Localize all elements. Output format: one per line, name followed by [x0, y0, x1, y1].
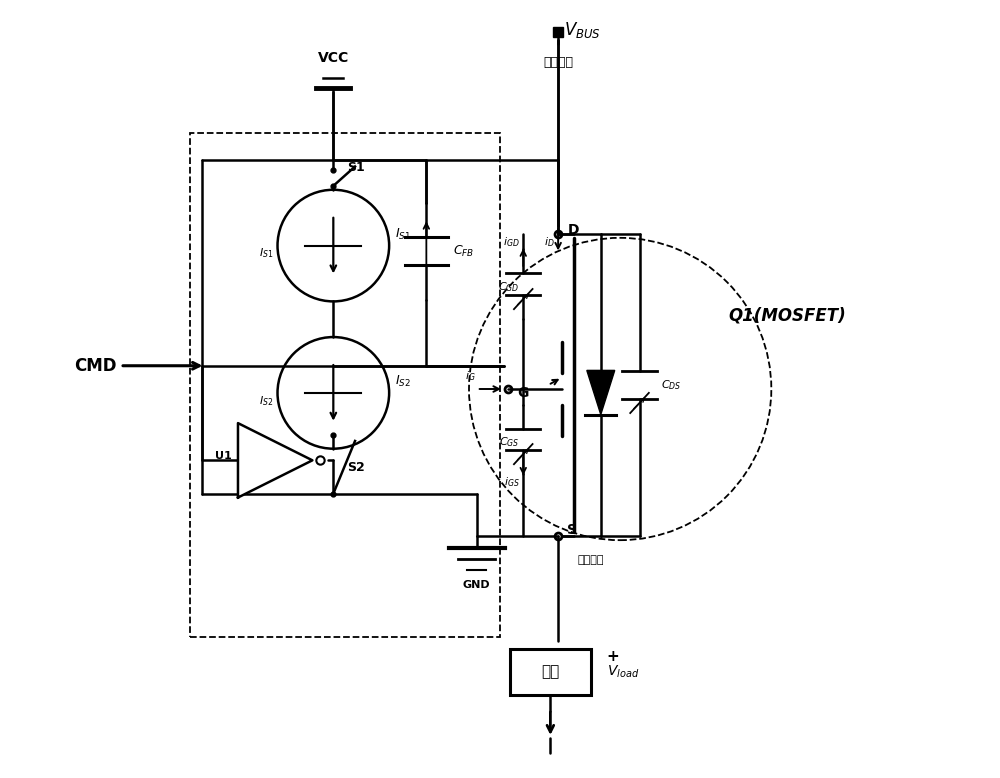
- Text: 功率输出: 功率输出: [578, 555, 604, 565]
- Text: CMD: CMD: [74, 357, 116, 375]
- Text: VCC: VCC: [318, 51, 349, 65]
- Text: Q1(MOSFET): Q1(MOSFET): [728, 307, 846, 324]
- Text: $V_{load}$: $V_{load}$: [607, 664, 639, 680]
- Text: D: D: [567, 223, 579, 237]
- Text: $I_{S1}$: $I_{S1}$: [395, 226, 411, 241]
- Text: $C_{DS}$: $C_{DS}$: [661, 378, 682, 392]
- Text: $i_G$: $i_G$: [465, 369, 476, 383]
- Polygon shape: [238, 423, 312, 498]
- Text: U1: U1: [215, 451, 232, 461]
- Text: $I_{S2}$: $I_{S2}$: [395, 373, 411, 389]
- Bar: [190, 133, 500, 637]
- Text: $i_{GD}$: $i_{GD}$: [503, 235, 519, 249]
- Text: S2: S2: [347, 461, 365, 474]
- Text: S: S: [567, 523, 577, 537]
- Text: $C_{GD}$: $C_{GD}$: [498, 280, 519, 293]
- Text: G: G: [517, 386, 528, 400]
- Text: $i_D$: $i_D$: [544, 235, 554, 249]
- Bar: [510, 649, 591, 696]
- Text: +: +: [607, 649, 619, 664]
- Text: 负载: 负载: [541, 664, 560, 679]
- Text: $C_{FB}$: $C_{FB}$: [453, 244, 475, 259]
- Text: $I_{S1}$: $I_{S1}$: [259, 247, 274, 260]
- Text: $C_{GS}$: $C_{GS}$: [499, 435, 519, 449]
- Text: S1: S1: [347, 161, 365, 174]
- Text: $I_{S2}$: $I_{S2}$: [259, 394, 274, 408]
- Text: $i_{GS}$: $i_{GS}$: [504, 475, 519, 489]
- Text: 功率输入: 功率输入: [543, 56, 573, 68]
- Polygon shape: [587, 370, 615, 415]
- Text: GND: GND: [463, 580, 491, 591]
- Text: $V_{BUS}$: $V_{BUS}$: [564, 20, 601, 40]
